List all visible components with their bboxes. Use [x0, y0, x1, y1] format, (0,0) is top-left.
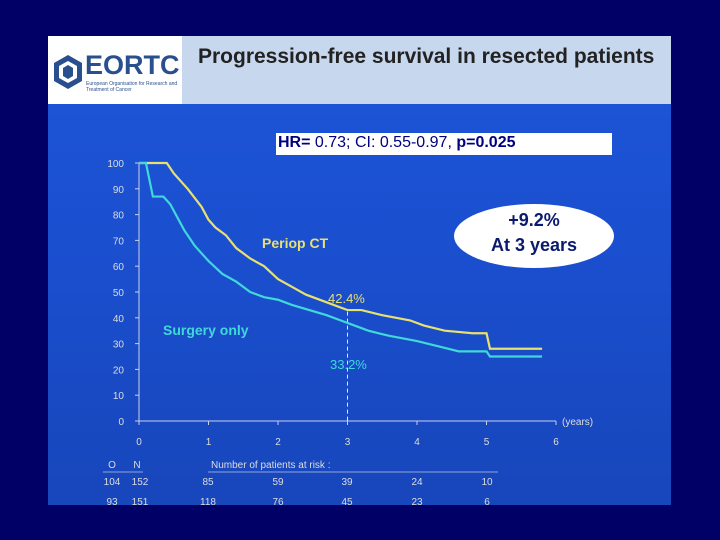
- annotation-label: 33.2%: [330, 357, 367, 372]
- annotation-label: 42.4%: [328, 291, 365, 306]
- risk-cell: 39: [341, 477, 353, 488]
- risk-cell: 6: [484, 497, 490, 505]
- callout-text: +9.2% At 3 years: [454, 208, 614, 258]
- hr-label: HR=: [278, 134, 311, 151]
- x-axis-label: (years): [562, 417, 593, 428]
- slide-title: Progression-free survival in resected pa…: [198, 45, 655, 68]
- risk-table: O N Number of patients at risk : 104 152 85 59…: [103, 460, 498, 505]
- risk-header: N: [133, 460, 140, 471]
- risk-header: O: [108, 460, 116, 471]
- slide: EORTC European Organisation for Research…: [48, 36, 671, 505]
- risk-cell: 59: [272, 477, 284, 488]
- x-tick-label: 2: [275, 437, 281, 448]
- eortc-emblem-icon: [54, 55, 82, 89]
- x-tick-label: 1: [206, 437, 212, 448]
- logo: EORTC European Organisation for Research…: [48, 36, 182, 104]
- hr-box: HR= 0.73; CI: 0.55-0.97, p=0.025: [276, 133, 612, 155]
- risk-cell: 118: [200, 497, 216, 505]
- slide-header: EORTC European Organisation for Research…: [48, 36, 671, 104]
- risk-cell: 85: [202, 477, 214, 488]
- y-tick-label: 40: [113, 314, 125, 325]
- hr-value: 0.73: [314, 134, 347, 151]
- y-tick-label: 90: [113, 185, 125, 196]
- y-tick-label: 30: [113, 340, 125, 351]
- risk-cell: 151: [132, 497, 149, 505]
- series-line: [139, 161, 543, 358]
- series-layer: [139, 161, 543, 358]
- x-tick-label: 5: [484, 437, 490, 448]
- risk-cell: 24: [411, 477, 423, 488]
- y-tick-label: 100: [107, 159, 124, 170]
- y-tick-label: 70: [113, 236, 125, 247]
- y-tick-label: 0: [118, 417, 124, 428]
- hr-text: HR= 0.73; CI: 0.55-0.97, p=0.025: [278, 134, 516, 152]
- labels-layer: Periop CT Surgery only 42.4% 33.2%: [163, 235, 367, 372]
- hr-ci: ; CI: 0.55-0.97,: [346, 134, 452, 151]
- y-tick-label: 50: [113, 288, 125, 299]
- series-label: Surgery only: [163, 322, 249, 338]
- y-tick-label: 20: [113, 365, 125, 376]
- x-tick-label: 3: [345, 437, 351, 448]
- risk-cell: 10: [481, 477, 493, 488]
- risk-table-title: Number of patients at risk :: [211, 460, 331, 471]
- x-tick-label: 6: [553, 437, 559, 448]
- x-tick-label: 0: [136, 437, 142, 448]
- risk-cell: 93: [106, 497, 118, 505]
- risk-cell: 152: [132, 477, 149, 488]
- x-tick-label: 4: [414, 437, 420, 448]
- logo-subtitle: European Organisation for Research and T…: [86, 81, 178, 93]
- callout-ellipse: [454, 204, 614, 268]
- chart-axes: 0 10 20 30 40 50 60 70 80 90 100 0 1 2 3 4 5 6(years): [107, 159, 593, 448]
- y-tick-label: 10: [113, 391, 125, 402]
- callout-line1: +9.2%: [508, 210, 560, 230]
- y-tick-label: 80: [113, 211, 125, 222]
- risk-cell: 104: [104, 477, 121, 488]
- y-tick-label: 60: [113, 262, 125, 273]
- risk-cell: 23: [411, 497, 423, 505]
- risk-cell: 76: [272, 497, 284, 505]
- risk-cell: 45: [341, 497, 353, 505]
- logo-text: EORTC: [85, 50, 180, 80]
- callout-line2: At 3 years: [490, 235, 578, 255]
- hr-p-value: p=0.025: [456, 134, 516, 151]
- series-line: [139, 161, 543, 350]
- series-label: Periop CT: [262, 235, 329, 251]
